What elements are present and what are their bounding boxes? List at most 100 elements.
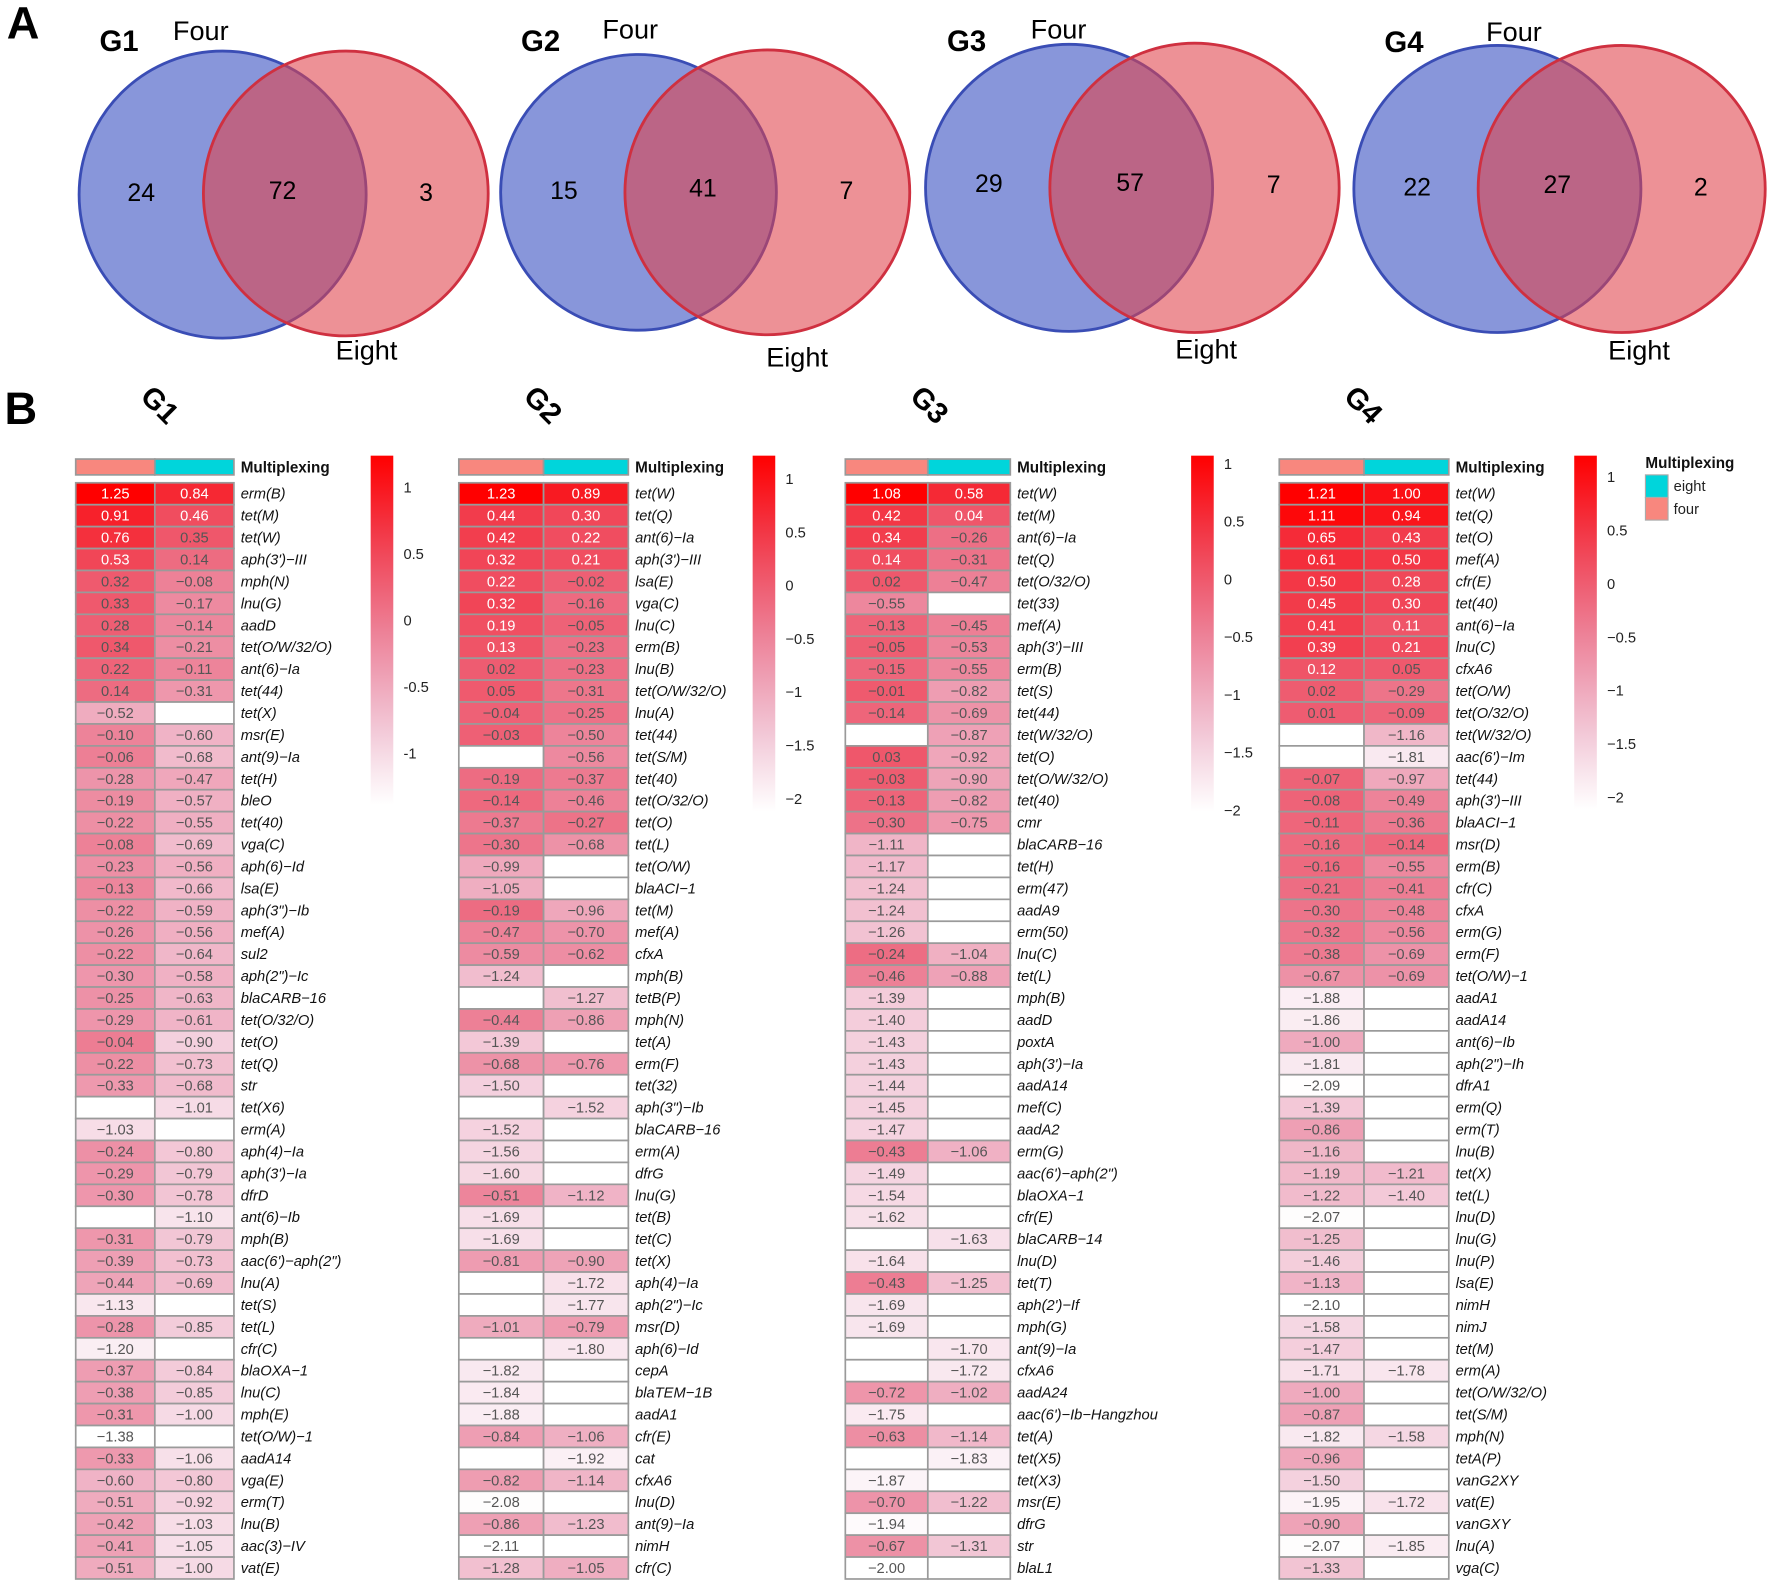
cell-value: −1.50 bbox=[1303, 1473, 1340, 1489]
cell-value: −1.95 bbox=[1303, 1495, 1340, 1511]
venn-label-four: Four bbox=[173, 15, 229, 46]
heatmap-row: −1.47 tet(M) bbox=[1278, 1336, 1494, 1361]
cell-value: −0.08 bbox=[1303, 794, 1340, 810]
cell-value: 0.04 bbox=[955, 509, 984, 525]
heatmap-cell-eight bbox=[1363, 1512, 1450, 1536]
heatmap-row: 0.28 −0.14 aadD bbox=[74, 613, 276, 638]
cell-value: −1.10 bbox=[176, 1210, 213, 1226]
cell-value: −1.72 bbox=[567, 1276, 604, 1292]
gene-label: tetA(P) bbox=[1456, 1451, 1502, 1467]
heatmap-cell-eight bbox=[542, 1534, 630, 1558]
gene-label: bleO bbox=[241, 794, 273, 810]
heatmap-title: G4 bbox=[1338, 380, 1390, 432]
gene-label: cfxA6 bbox=[635, 1473, 673, 1489]
heatmap-row: −0.43 −1.06 erm(G) bbox=[844, 1139, 1064, 1164]
heatmap-row: −1.11 blaCARB−16 bbox=[844, 832, 1103, 857]
cell-value: −2.10 bbox=[1303, 1298, 1340, 1314]
gene-label: nimH bbox=[635, 1539, 670, 1555]
cell-value: −1.69 bbox=[483, 1232, 520, 1248]
cell-value: −0.19 bbox=[483, 903, 520, 919]
heatmap-cell-eight bbox=[926, 1556, 1012, 1580]
heatmap-cell-eight bbox=[153, 1293, 235, 1317]
cell-value: −0.03 bbox=[868, 772, 905, 788]
gene-label: ant(9)−Ia bbox=[241, 750, 300, 766]
cell-value: −1.24 bbox=[868, 903, 905, 919]
cell-value: −1.13 bbox=[1303, 1276, 1340, 1292]
cell-value: −1.72 bbox=[950, 1364, 987, 1380]
heatmap-row: −1.13 tet(S) bbox=[74, 1293, 277, 1317]
gene-label: cmr bbox=[1017, 816, 1043, 832]
heatmap-row: −0.03 −0.90 tet(O/W/32/O) bbox=[844, 766, 1109, 791]
heatmap-row: −1.26 erm(50) bbox=[844, 920, 1069, 945]
heatmap-row: −1.95 −1.72 vat(E) bbox=[1278, 1490, 1495, 1515]
heatmap-row: −0.29 −0.61 tet(O/32/O) bbox=[74, 1008, 314, 1032]
cell-value: 0.41 bbox=[1307, 618, 1336, 634]
cell-value: −0.14 bbox=[483, 794, 520, 810]
venn-g3: G3 Four Eight 29 57 7 bbox=[924, 14, 1341, 364]
cell-value: −0.05 bbox=[868, 640, 905, 656]
heatmap-cell-eight bbox=[542, 1358, 630, 1383]
cell-value: −0.60 bbox=[97, 1473, 134, 1489]
heatmap-cell-eight bbox=[926, 1205, 1012, 1230]
cell-value: −1.24 bbox=[483, 969, 520, 985]
cell-value: 0.42 bbox=[487, 531, 516, 547]
cell-value: −0.68 bbox=[483, 1057, 520, 1073]
cell-value: 0.50 bbox=[1392, 553, 1421, 569]
gene-label: mef(A) bbox=[241, 925, 285, 941]
cell-value: −1.00 bbox=[176, 1408, 213, 1424]
cell-value: −2.00 bbox=[868, 1561, 905, 1577]
cell-value: −1.27 bbox=[567, 991, 604, 1007]
heatmap-cell-eight bbox=[542, 1227, 630, 1251]
cell-value: −1.03 bbox=[176, 1517, 213, 1533]
cell-value: −0.14 bbox=[176, 618, 213, 634]
heatmap-row: −1.82 cepA bbox=[457, 1358, 669, 1383]
heatmap-row: 0.05 −0.31 tet(O/W/32/O) bbox=[457, 679, 727, 703]
cell-value: −0.44 bbox=[97, 1276, 134, 1292]
heatmap-row: 0.45 0.30 tet(40) bbox=[1278, 591, 1498, 616]
cell-value: −1.02 bbox=[950, 1386, 987, 1402]
cell-value: −0.55 bbox=[1388, 859, 1425, 875]
venn-label-four: Four bbox=[1031, 14, 1087, 45]
heatmap-cell-eight bbox=[542, 1161, 630, 1186]
cell-value: −0.41 bbox=[1388, 881, 1425, 897]
gene-label: lnu(D) bbox=[1456, 1210, 1496, 1226]
heatmap-cell-four bbox=[457, 745, 545, 769]
cell-value: 0.91 bbox=[101, 509, 130, 525]
heatmap-row: −0.67 −0.69 tet(O/W)−1 bbox=[1278, 964, 1528, 988]
gene-label: aph(6)−Id bbox=[635, 1342, 699, 1358]
gene-label: aadA14 bbox=[1017, 1079, 1068, 1095]
heatmap-row: −0.38 −0.69 erm(F) bbox=[1278, 942, 1500, 966]
heatmap-row: −0.08 −0.49 aph(3')−III bbox=[1278, 788, 1522, 813]
cell-value: −1.69 bbox=[868, 1298, 905, 1314]
heatmap-row: −0.08 −0.69 vga(C) bbox=[74, 832, 285, 857]
gene-label: tet(O/W)−1 bbox=[241, 1429, 313, 1445]
cell-value: 1.11 bbox=[1308, 509, 1336, 525]
gene-label: tet(L) bbox=[1017, 969, 1051, 985]
cell-value: −1.82 bbox=[483, 1364, 520, 1380]
cell-value: −0.14 bbox=[868, 706, 905, 722]
gene-label: aph(3')−III bbox=[241, 553, 307, 569]
cell-value: −0.17 bbox=[176, 596, 213, 612]
gene-label: lsa(E) bbox=[635, 574, 673, 590]
heatmap-row: −1.77 aph(2")−Ic bbox=[457, 1293, 703, 1317]
heatmap-row: 0.65 0.43 tet(O) bbox=[1278, 525, 1493, 550]
heatmap-row: 1.23 0.89 tet(W) bbox=[457, 481, 675, 506]
cell-value: −0.16 bbox=[1303, 859, 1340, 875]
heatmap-row: 0.61 0.50 mef(A) bbox=[1278, 547, 1500, 572]
gene-label: erm(A) bbox=[1456, 1364, 1501, 1380]
cell-value: −0.90 bbox=[950, 772, 987, 788]
venn-g2: G2 Four Eight 15 41 7 bbox=[499, 14, 912, 372]
heatmap-row: −0.13 −0.45 mef(A) bbox=[844, 613, 1061, 638]
heatmap-row: −1.54 blaOXA−1 bbox=[844, 1183, 1084, 1208]
heatmap-row: 0.13 −0.23 erm(B) bbox=[457, 635, 680, 660]
gene-label: ant(6)−Ib bbox=[1456, 1035, 1515, 1051]
heatmap-row: −1.56 erm(A) bbox=[457, 1139, 680, 1164]
venn-title: G4 bbox=[1384, 26, 1424, 59]
heatmap-row: −1.58 nimJ bbox=[1278, 1315, 1487, 1339]
cell-value: −0.29 bbox=[97, 1166, 134, 1182]
gene-label: aadA14 bbox=[1456, 1013, 1507, 1029]
heatmap-cell-eight bbox=[542, 1380, 630, 1405]
heatmap-row: −1.94 dfrG bbox=[844, 1512, 1046, 1536]
heatmap-row: −1.27 tetB(P) bbox=[457, 986, 681, 1010]
cell-value: −0.31 bbox=[97, 1408, 134, 1424]
